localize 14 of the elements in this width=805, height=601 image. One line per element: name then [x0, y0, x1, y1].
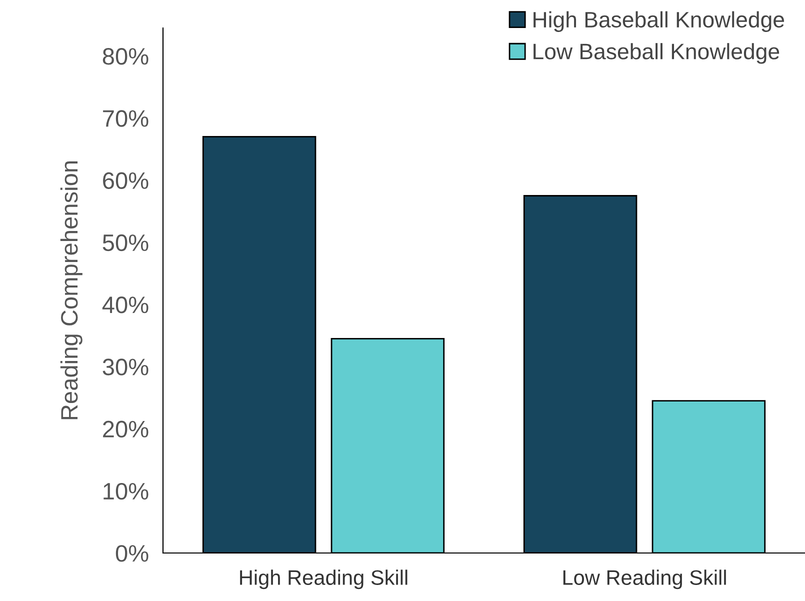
y-tick-label: 20% [103, 420, 148, 438]
y-axis-title: Reading Comprehension [60, 161, 82, 420]
x-tick-label: High Reading Skill [240, 570, 408, 590]
y-tick-label: 10% [104, 482, 148, 500]
y-tick-label: 80% [102, 48, 148, 65]
x-tick-label: Low Reading Skill [563, 570, 726, 590]
legend-label: High Baseball Knowledge [534, 11, 784, 32]
y-tick-label: 40% [102, 296, 148, 314]
y-tick-label: 60% [103, 172, 148, 190]
legend-label: Low Baseball Knowledge [534, 43, 780, 64]
y-tick-label: 50% [102, 234, 148, 252]
y-tick-label: 30% [102, 358, 148, 376]
y-tick-label: 0% [116, 545, 148, 562]
y-tick-label: 70% [103, 110, 148, 127]
